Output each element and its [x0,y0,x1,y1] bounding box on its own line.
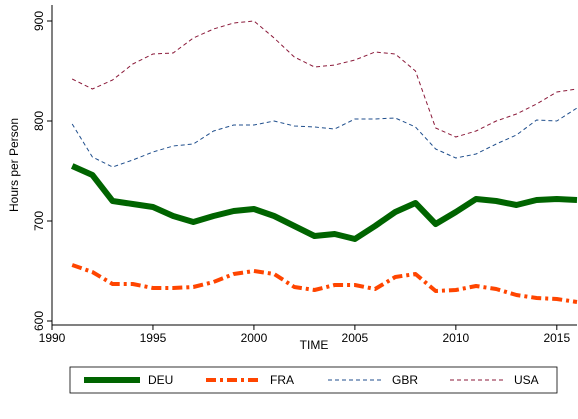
series-line [70,163,578,242]
legend-box [69,366,558,394]
x-tick-label: 2005 [342,331,369,345]
y-tick-label: 800 [32,111,46,131]
legend-label: DEU [148,373,173,387]
x-tick-label: 1995 [140,331,167,345]
series-line [71,20,578,138]
x-tick-label: 2010 [442,331,469,345]
y-tick-label: 900 [32,11,46,31]
x-axis-title: TIME [300,338,329,352]
legend-label: GBR [392,373,418,387]
x-tick-label: 1990 [39,331,66,345]
x-tick-label: 2000 [241,331,268,345]
x-tick-label: 2015 [543,331,570,345]
y-tick-label: 700 [32,211,46,231]
y-axis-title: Hours per Person [7,118,21,212]
y-tick-label: 600 [32,311,46,331]
legend-label: USA [514,373,539,387]
series-line [71,263,578,304]
legend-label: FRA [270,373,294,387]
series-line [71,107,578,168]
